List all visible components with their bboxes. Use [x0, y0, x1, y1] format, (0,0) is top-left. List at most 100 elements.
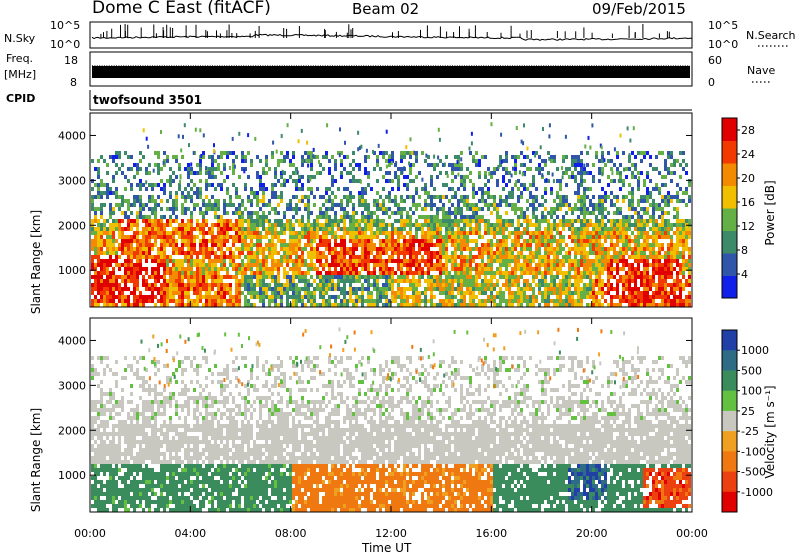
power-cell	[265, 163, 268, 167]
power-cell	[163, 235, 166, 239]
power-cell	[424, 247, 427, 251]
power-cell	[328, 239, 331, 243]
power-cell	[262, 259, 265, 263]
power-cell	[412, 295, 415, 299]
power-cell	[562, 195, 565, 199]
power-cell	[166, 283, 169, 287]
power-cell	[226, 287, 229, 291]
power-cell	[433, 227, 436, 231]
power-cell	[499, 195, 502, 199]
power-cell	[322, 235, 325, 239]
power-cell	[271, 191, 274, 195]
power-cell	[163, 271, 166, 275]
power-cell	[517, 155, 520, 159]
power-cell	[205, 283, 208, 287]
power-cell	[451, 243, 454, 247]
power-cell	[97, 227, 100, 231]
power-cell	[478, 171, 481, 175]
power-cell	[607, 183, 610, 187]
power-cell	[469, 283, 472, 287]
power-cell	[277, 287, 280, 291]
power-cell	[292, 231, 295, 235]
power-cell	[232, 239, 235, 243]
power-cell	[601, 187, 604, 191]
power-cell	[631, 203, 634, 207]
power-cell	[229, 203, 232, 207]
power-cell	[394, 175, 397, 179]
power-cell	[622, 299, 625, 303]
power-cell	[202, 223, 205, 227]
power-cell	[91, 231, 94, 235]
power-cell	[502, 231, 505, 235]
power-cell	[628, 207, 631, 211]
power-cell	[247, 247, 250, 251]
power-cell	[337, 287, 340, 291]
power-cell	[205, 247, 208, 251]
power-cell	[259, 295, 262, 299]
power-cell	[613, 179, 616, 183]
power-cell	[400, 291, 403, 295]
power-cell	[418, 275, 421, 279]
power-cell	[529, 219, 532, 223]
power-cell	[580, 223, 583, 227]
power-cell	[178, 291, 181, 295]
power-cell	[640, 227, 643, 231]
power-cell	[103, 283, 106, 287]
power-cell	[112, 227, 115, 231]
power-cell	[175, 271, 178, 275]
power-cell	[541, 159, 544, 163]
power-cell	[580, 183, 583, 187]
power-cell	[646, 279, 649, 283]
power-cell	[616, 251, 619, 255]
power-cell	[598, 195, 601, 199]
power-cell	[190, 235, 193, 239]
power-cell	[607, 271, 610, 275]
power-cell	[517, 283, 520, 287]
power-cell	[478, 291, 481, 295]
power-cell	[256, 279, 259, 283]
power-cell	[397, 251, 400, 255]
power-cell	[553, 227, 556, 231]
power-cell	[232, 211, 235, 215]
power-cell	[322, 279, 325, 283]
power-cell	[397, 239, 400, 243]
power-cell	[496, 251, 499, 255]
power-cell	[328, 271, 331, 275]
power-cell	[130, 227, 133, 231]
power-cell	[481, 255, 484, 259]
power-cell	[190, 211, 193, 215]
power-cell	[220, 231, 223, 235]
power-cell	[130, 275, 133, 279]
power-cell	[349, 179, 352, 183]
power-cell	[592, 203, 595, 207]
power-cell	[478, 303, 481, 307]
power-cell	[451, 283, 454, 287]
power-cell	[214, 291, 217, 295]
power-cell	[178, 275, 181, 279]
power-cell	[472, 187, 475, 191]
power-cell	[295, 167, 298, 171]
power-cell	[487, 231, 490, 235]
power-cell	[616, 207, 619, 211]
power-cell	[166, 295, 169, 299]
power-cell	[97, 259, 100, 263]
power-cell	[565, 283, 568, 287]
power-cell	[526, 219, 529, 223]
power-cell	[475, 215, 478, 219]
power-cell	[178, 247, 181, 251]
power-cell	[577, 279, 580, 283]
power-cell	[112, 155, 115, 159]
power-cell	[466, 275, 469, 279]
power-cell	[109, 223, 112, 227]
power-cell	[301, 227, 304, 231]
power-cell	[607, 291, 610, 295]
power-cell	[235, 299, 238, 303]
power-cell	[385, 259, 388, 263]
power-cell	[262, 171, 265, 175]
power-cell	[568, 207, 571, 211]
power-cell	[379, 251, 382, 255]
power-cell	[379, 275, 382, 279]
power-cell	[133, 283, 136, 287]
power-cell	[331, 207, 334, 211]
power-cell	[199, 279, 202, 283]
